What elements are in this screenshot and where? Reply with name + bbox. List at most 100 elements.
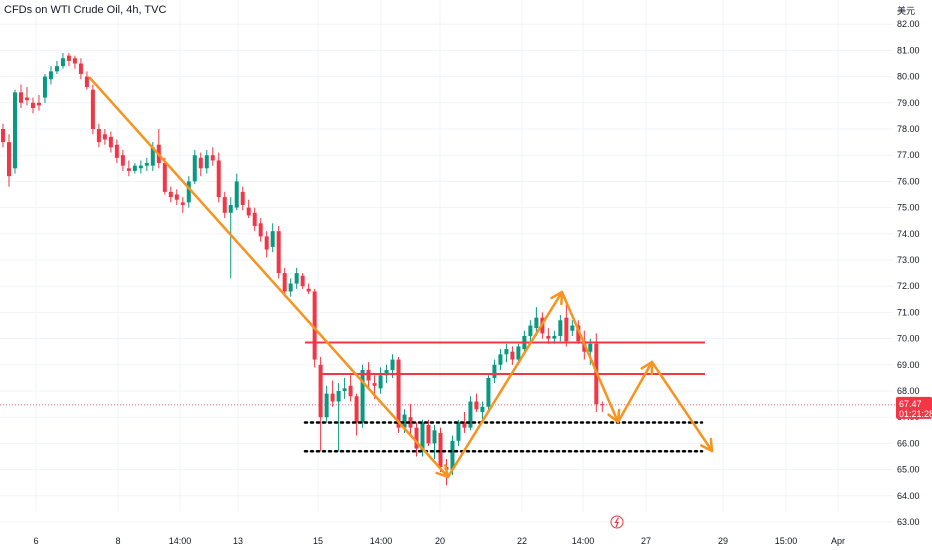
candle-body [426,425,431,444]
candle-body [228,204,233,213]
candle [78,58,83,80]
candle [438,427,443,473]
candle-body [432,430,437,444]
price-axis[interactable]: 63.0064.0065.0066.0067.0068.0069.0070.00… [897,19,920,527]
candle [48,66,53,85]
candle [330,380,335,407]
candle [414,422,419,457]
candle [96,123,101,148]
candle-body [420,422,425,452]
candle [360,364,365,428]
y-tick-label: 82.00 [897,19,920,29]
candle [324,385,329,423]
candle-body [300,275,305,287]
candle-body [402,414,407,428]
candle-body [276,231,281,274]
price-axis-unit: 美元 [897,5,915,16]
last-price-badge: 67.47 01:21:28 [896,396,932,419]
candle [42,73,47,103]
candle [354,393,359,436]
candle-body [474,401,479,410]
x-tick-label: 15:00 [775,536,798,546]
candle-body [312,291,317,360]
candle-body [270,231,275,247]
candle-body [498,354,503,365]
arrowhead-icon [550,290,564,306]
candle [162,157,167,195]
candle-body [90,89,95,129]
candle-body [84,76,89,88]
x-tick-label: 29 [718,536,728,546]
y-tick-label: 73.00 [897,255,920,265]
candle-body [504,349,509,355]
candle [366,362,371,389]
candle [270,223,275,253]
candle [468,396,473,431]
candle [498,349,503,371]
candle-body [120,155,125,166]
candle [528,320,533,344]
x-tick-label: 15 [313,536,323,546]
candle-body [246,207,251,216]
last-price-value: 67.47 [899,399,922,409]
x-tick-label: 13 [233,536,243,546]
candle [156,129,161,169]
candle-body [42,76,47,98]
candle [246,199,251,219]
candle [24,87,29,106]
candle-body [396,359,401,428]
candle [186,176,191,208]
candle-body [6,142,11,177]
candle [492,359,497,384]
y-tick-label: 80.00 [897,72,920,82]
candle [222,191,227,219]
candle [240,186,245,211]
candle-body [450,440,455,470]
candle-body [1,129,5,143]
candle-body [468,401,473,428]
candle [570,320,575,336]
candle-body [66,55,71,61]
candle-body [456,422,461,441]
candle [258,218,263,242]
candle [12,89,17,174]
flash-icon[interactable] [610,515,624,529]
x-tick-label: 14:00 [370,536,393,546]
candle-body [204,155,209,169]
candle-body [510,351,515,360]
x-tick-label: 22 [517,536,527,546]
trend-arrow-line [560,290,620,424]
candle-body [150,147,155,166]
candle-body [288,283,293,292]
candle-body [60,58,65,67]
candle-body [18,92,23,103]
candle [474,393,479,412]
candle-body [240,191,245,205]
y-tick-label: 64.00 [897,491,920,501]
candle-body [360,370,365,423]
x-tick-label: Apr [831,536,845,546]
candle-body [138,165,143,169]
time-axis[interactable]: 6 8 14:00 13 15 14:00 20 22 14:00 27 29 15:00 Apr [33,536,845,546]
candle-body [222,197,227,213]
x-tick-label: 20 [435,536,445,546]
arrowhead-icon [700,437,714,453]
y-tick-label: 78.00 [897,124,920,134]
candle-body [546,335,551,339]
candle-body [372,383,377,386]
candles [1,53,605,486]
candle [300,273,305,289]
candle-body [306,288,311,292]
candle-body [96,129,101,143]
candle [306,283,311,295]
candle-body [576,325,581,342]
candle-body [552,335,557,339]
y-tick-label: 77.00 [897,150,920,160]
candle-body [186,181,191,203]
candle [252,207,257,232]
candle-body [378,375,383,389]
candle [462,411,467,433]
candle-body [258,223,263,237]
candle [192,149,197,185]
